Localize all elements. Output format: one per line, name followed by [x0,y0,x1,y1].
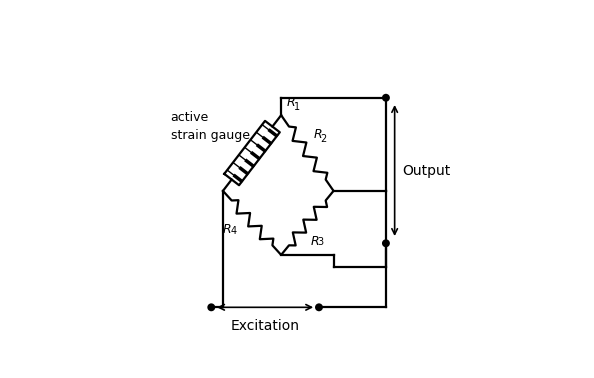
Text: 3: 3 [318,237,324,248]
Text: 2: 2 [320,134,327,144]
Text: Output: Output [402,164,450,178]
Text: Excitation: Excitation [230,319,299,333]
Circle shape [383,240,389,246]
Text: 4: 4 [230,226,236,236]
Circle shape [316,304,322,310]
Text: active
strain gauge: active strain gauge [170,112,249,143]
Text: R: R [313,129,322,141]
Text: R: R [287,96,296,109]
Circle shape [208,304,214,310]
Text: 1: 1 [294,102,301,112]
Circle shape [383,95,389,101]
Text: R: R [310,234,319,248]
Text: R: R [223,223,232,236]
